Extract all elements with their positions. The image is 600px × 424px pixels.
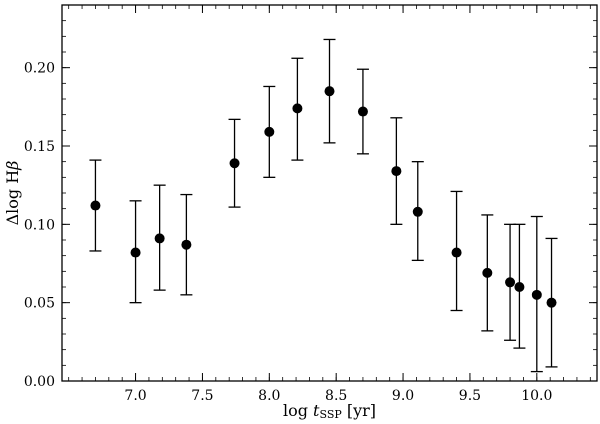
- x-tick-label: 7.5: [191, 388, 213, 404]
- x-axis-label: log tSSP [yr]: [283, 401, 376, 421]
- data-point: [451, 247, 462, 258]
- data-point: [505, 277, 516, 288]
- tick-labels: 7.0 7.5 8.0 8.5 9.0 9.5 10.0 0.00 0.05 0.10 0.15 0.…: [24, 61, 553, 404]
- data-point: [514, 282, 525, 292]
- data-point: [292, 103, 303, 114]
- axis-ticks: [62, 4, 597, 382]
- error-bars: [89, 38, 558, 373]
- y-tick-label: 0.05: [24, 296, 55, 312]
- data-point: [357, 106, 368, 117]
- data-point: [546, 297, 557, 308]
- data-point: [391, 166, 402, 177]
- y-axis-label: Δlog Hβ: [3, 161, 22, 226]
- data-point: [412, 206, 423, 217]
- x-tick-label: 10.0: [521, 388, 552, 404]
- data-point: [90, 200, 101, 211]
- data-point: [324, 86, 335, 97]
- data-point: [154, 233, 165, 244]
- data-point: [531, 289, 542, 300]
- x-tick-label: 8.0: [258, 388, 280, 404]
- data-point: [264, 126, 275, 137]
- data-markers: [90, 86, 557, 308]
- data-point: [130, 247, 141, 258]
- x-tick-label: 8.5: [325, 388, 347, 404]
- data-point: [229, 158, 240, 169]
- y-tick-label: 0.00: [24, 374, 55, 390]
- x-tick-label: 9.5: [459, 388, 481, 404]
- x-tick-label: 9.0: [392, 388, 414, 404]
- y-tick-label: 0.15: [24, 139, 55, 155]
- y-tick-label: 0.20: [24, 61, 55, 77]
- y-tick-label: 0.10: [24, 217, 55, 233]
- x-tick-label: 7.0: [124, 388, 146, 404]
- data-point: [482, 267, 493, 278]
- data-point: [181, 239, 192, 250]
